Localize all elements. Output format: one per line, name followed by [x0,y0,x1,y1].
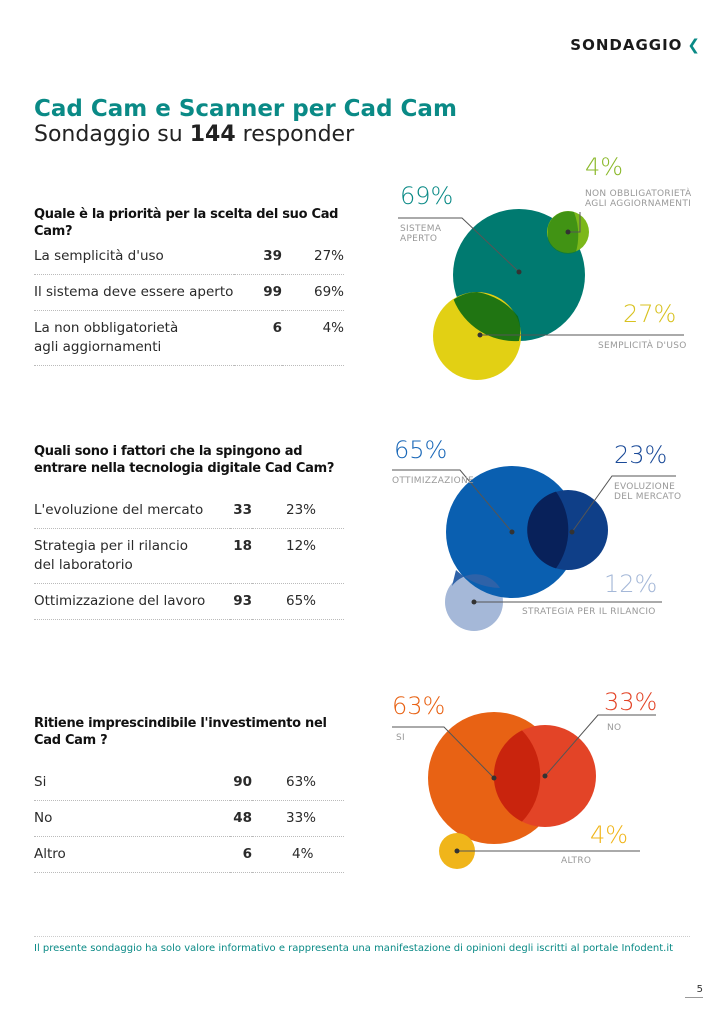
footer-disclaimer: Il presente sondaggio ha solo valore inf… [34,943,674,954]
bubble-label: OTTIMIZZAZIONE [392,476,475,486]
bubble-overlap [548,211,579,254]
bubble-label: SEMPLICITÀ D'USO [598,341,687,351]
leader-dot [477,332,483,338]
bubble-percent: 4% [585,153,624,181]
row-count: 93 [230,583,252,620]
bubble-percent: 33% [604,688,658,716]
page-number-rule [685,997,703,998]
leader-dot [516,269,522,275]
row-count: 6 [234,310,282,366]
bubble-label: SISTEMA APERTO [400,224,442,244]
survey-2-bubbles [392,466,676,631]
leader-line [392,469,513,533]
survey-1-question: Quale è la priorità per la scelta del su… [34,207,339,239]
section-label: SONDAGGIO [570,36,683,54]
row-label: L'evoluzione del mercato [34,493,230,529]
leader-dot [565,229,571,235]
row-label: Strategia per il rilancio del laboratori… [34,528,230,584]
leader-line [568,212,581,233]
bubble-percent: 65% [394,436,448,464]
survey-1-table: La semplicità d'uso 39 27% Il sistema de… [34,239,344,366]
bubble-percent: 69% [400,182,454,210]
table-row: No 48 33% [34,800,344,837]
row-percent: 4% [282,310,344,366]
leader-line [544,714,656,777]
leader-line [571,475,676,533]
row-count: 90 [230,765,252,801]
survey-3-bubbles [392,712,656,869]
leader-dot [542,773,548,779]
table-row: Ottimizzazione del lavoro 93 65% [34,583,344,620]
row-label: Si [34,765,230,801]
bubble-label: NON OBBLIGATORIETÀ AGLI AGGIORNAMENTI [585,189,692,209]
page-subtitle: Sondaggio su 144 responder [34,122,354,147]
bubble-percent: 27% [623,300,677,328]
bubble-label: STRATEGIA PER IL RILANCIO [522,607,656,617]
bubble-label: EVOLUZIONE DEL MERCATO [614,482,682,502]
table-row: La semplicità d'uso 39 27% [34,239,344,275]
row-percent: 4% [252,836,344,873]
row-count: 18 [230,528,252,584]
leader-dot [509,529,515,535]
bubble-overlap [452,570,500,588]
row-label: No [34,800,230,837]
bubble-label: NO [607,723,622,733]
bubble-percent: 63% [392,692,446,720]
row-label: Il sistema deve essere aperto [34,274,234,311]
row-count: 6 [230,836,252,873]
bubble-percent: 23% [614,441,668,469]
row-percent: 12% [252,528,344,584]
row-label: La non obbligatorietà agli aggiornamenti [34,310,234,366]
leader-dot [569,529,575,535]
table-row: Altro 6 4% [34,836,344,873]
bubble-label: SI [396,733,405,743]
leader-dot [491,775,497,781]
survey-3-table: Si 90 63% No 48 33% Altro 6 4% [34,765,344,873]
row-label: Altro [34,836,230,873]
bubble-overlap [453,292,521,342]
row-percent: 69% [282,274,344,311]
bubble-percent: 4% [590,821,629,849]
page-title: Cad Cam e Scanner per Cad Cam [34,96,457,122]
row-count: 99 [234,274,282,311]
row-percent: 23% [252,493,344,529]
survey-1-bubbles [398,209,684,380]
row-percent: 27% [282,239,344,275]
table-row: Si 90 63% [34,765,344,801]
row-percent: 63% [252,765,344,801]
bubble-overlap [493,730,541,822]
bubble-overlap [527,491,569,569]
row-label: Ottimizzazione del lavoro [34,583,230,620]
row-percent: 65% [252,583,344,620]
survey-2-question: Quali sono i fattori che la spingono ad … [34,444,335,476]
survey-3-question: Ritiene imprescindibile l'investimento n… [34,716,327,748]
leader-line [392,726,495,779]
row-count: 48 [230,800,252,837]
subtitle-prefix: Sondaggio su [34,122,183,147]
bubble-label: ALTRO [561,856,592,866]
row-percent: 33% [252,800,344,837]
row-count: 39 [234,239,282,275]
row-label: La semplicità d'uso [34,239,234,275]
table-row: La non obbligatorietà agli aggiornamenti… [34,310,344,366]
table-row: L'evoluzione del mercato 33 23% [34,493,344,529]
bubble-percent: 12% [604,570,658,598]
page-number: 5 [696,984,703,995]
table-row: Strategia per il rilancio del laboratori… [34,528,344,584]
subtitle-suffix: responder [242,122,355,147]
leader-dot [471,599,477,605]
leader-dot [454,848,460,854]
responder-count: 144 [189,122,236,147]
table-row: Il sistema deve essere aperto 99 69% [34,274,344,311]
leader-line [398,217,520,273]
survey-2-table: L'evoluzione del mercato 33 23% Strategi… [34,493,344,620]
footer-divider [34,936,690,937]
section-tag: SONDAGGIO ❮ [570,36,701,54]
row-count: 33 [230,493,252,529]
chevron-left-icon: ❮ [687,36,701,54]
